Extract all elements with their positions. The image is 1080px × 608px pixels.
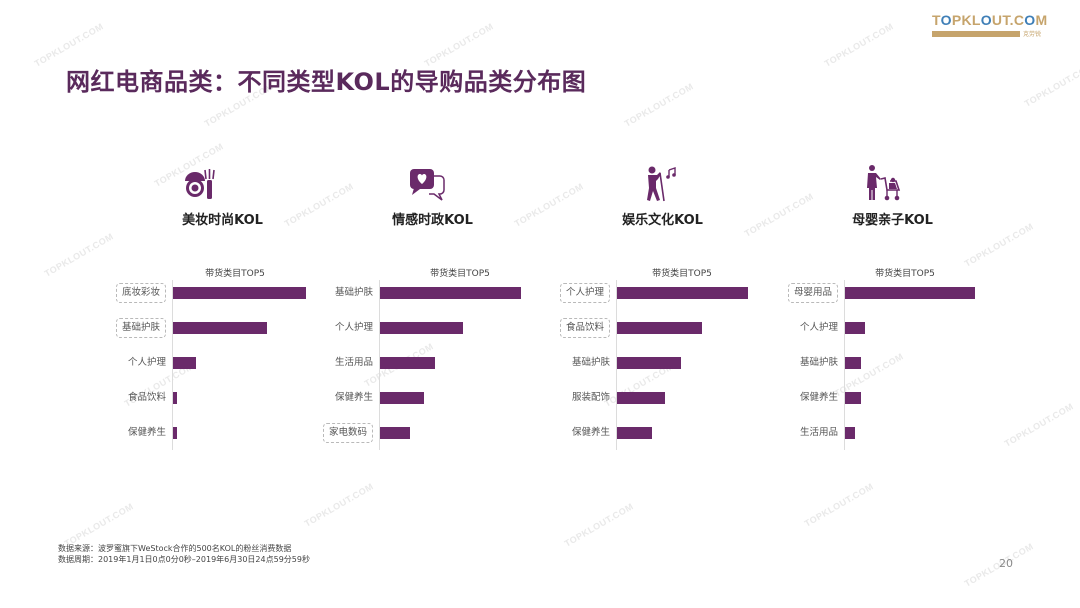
watermark: TOPKLOUT.COM bbox=[302, 481, 376, 529]
chart-caption: 带货类目TOP5 bbox=[205, 269, 265, 279]
brand-logo: TOPKLOUT.COM 克劳锐 bbox=[932, 12, 1054, 38]
category-label: 保健养生 bbox=[799, 392, 838, 403]
watermark: TOPKLOUT.COM bbox=[622, 81, 696, 129]
bar bbox=[617, 287, 748, 299]
category-label: 基础护肤 bbox=[571, 357, 610, 368]
panel-title: 母婴亲子KOL bbox=[852, 213, 933, 228]
panel-title: 情感时政KOL bbox=[392, 213, 473, 228]
bar bbox=[845, 287, 975, 299]
category-label: 个人护理 bbox=[799, 322, 838, 333]
watermark: TOPKLOUT.COM bbox=[802, 481, 876, 529]
singer-icon bbox=[642, 164, 682, 204]
category-label: 母婴用品 bbox=[787, 283, 838, 303]
bar bbox=[173, 427, 177, 439]
bar bbox=[380, 392, 424, 404]
category-label: 食品饮料 bbox=[127, 392, 166, 403]
category-label: 个人护理 bbox=[559, 283, 610, 303]
chat-heart-icon bbox=[407, 164, 447, 204]
bar bbox=[380, 287, 521, 299]
page-title: 网红电商品类：不同类型KOL的导购品类分布图 bbox=[66, 68, 587, 96]
category-label: 基础护肤 bbox=[334, 287, 373, 298]
panel-emotion-politics: 情感时政KOL 带货类目TOP5 基础护肤个人护理生活用品保健养生家电数码 bbox=[320, 160, 545, 450]
watermark: TOPKLOUT.COM bbox=[822, 21, 896, 69]
panel-entertainment: 娱乐文化KOL 带货类目TOP5 个人护理食品饮料基础护肤服装配饰保健养生 bbox=[550, 160, 775, 450]
page-number: 20 bbox=[999, 557, 1013, 570]
y-axis-line bbox=[172, 280, 173, 450]
mother-stroller-icon bbox=[863, 164, 903, 204]
watermark: TOPKLOUT.COM bbox=[1022, 61, 1080, 109]
y-axis-line bbox=[616, 280, 617, 450]
bar bbox=[617, 357, 681, 369]
bar bbox=[380, 322, 463, 334]
category-label: 家电数码 bbox=[322, 423, 373, 443]
chart-caption: 带货类目TOP5 bbox=[430, 269, 490, 279]
category-label: 保健养生 bbox=[334, 392, 373, 403]
logo-subtext: 克劳锐 bbox=[1023, 31, 1042, 38]
makeup-icon bbox=[180, 164, 220, 204]
bar bbox=[380, 357, 435, 369]
category-label: 生活用品 bbox=[334, 357, 373, 368]
category-label: 基础护肤 bbox=[799, 357, 838, 368]
panel-mother-baby: 母婴亲子KOL 带货类目TOP5 母婴用品个人护理基础护肤保健养生生活用品 bbox=[780, 160, 1005, 450]
category-label: 个人护理 bbox=[127, 357, 166, 368]
category-label: 保健养生 bbox=[127, 427, 166, 438]
category-label: 基础护肤 bbox=[115, 318, 166, 338]
bar bbox=[380, 427, 410, 439]
bar bbox=[845, 392, 861, 404]
chart-caption: 带货类目TOP5 bbox=[875, 269, 935, 279]
bar bbox=[173, 357, 196, 369]
watermark: TOPKLOUT.COM bbox=[42, 231, 116, 279]
panel-title: 美妆时尚KOL bbox=[182, 213, 263, 228]
bar bbox=[617, 322, 702, 334]
bar bbox=[845, 427, 855, 439]
watermark: TOPKLOUT.COM bbox=[62, 501, 136, 549]
watermark: TOPKLOUT.COM bbox=[1002, 401, 1076, 449]
logo-stripe bbox=[932, 30, 1020, 37]
category-label: 保健养生 bbox=[571, 427, 610, 438]
category-label: 食品饮料 bbox=[559, 318, 610, 338]
bar bbox=[173, 287, 306, 299]
logo-text: TOPKLOUT.COM bbox=[932, 12, 1048, 28]
chart-caption: 带货类目TOP5 bbox=[652, 269, 712, 279]
bar bbox=[617, 427, 652, 439]
bar bbox=[617, 392, 665, 404]
bar bbox=[173, 392, 177, 404]
bar bbox=[845, 357, 861, 369]
panel-beauty-fashion: 美妆时尚KOL 带货类目TOP5 底妆彩妆基础护肤个人护理食品饮料保健养生 bbox=[110, 160, 335, 450]
bar bbox=[173, 322, 267, 334]
data-source: 数据来源：波罗蜜旗下WeStock合作的500名KOL的粉丝消费数据 bbox=[58, 544, 292, 553]
category-label: 生活用品 bbox=[799, 427, 838, 438]
category-label: 个人护理 bbox=[334, 322, 373, 333]
footnote: 数据来源：波罗蜜旗下WeStock合作的500名KOL的粉丝消费数据 数据周期：… bbox=[58, 543, 310, 565]
panel-title: 娱乐文化KOL bbox=[622, 213, 703, 228]
category-label: 底妆彩妆 bbox=[115, 283, 166, 303]
y-axis-line bbox=[379, 280, 380, 450]
category-label: 服装配饰 bbox=[571, 392, 610, 403]
data-period: 数据周期：2019年1月1日0点0分0秒–2019年6月30日24点59分59秒 bbox=[58, 555, 310, 564]
watermark: TOPKLOUT.COM bbox=[562, 501, 636, 549]
bar bbox=[845, 322, 865, 334]
y-axis-line bbox=[844, 280, 845, 450]
logo-tagline: 克劳锐 bbox=[932, 29, 1054, 38]
